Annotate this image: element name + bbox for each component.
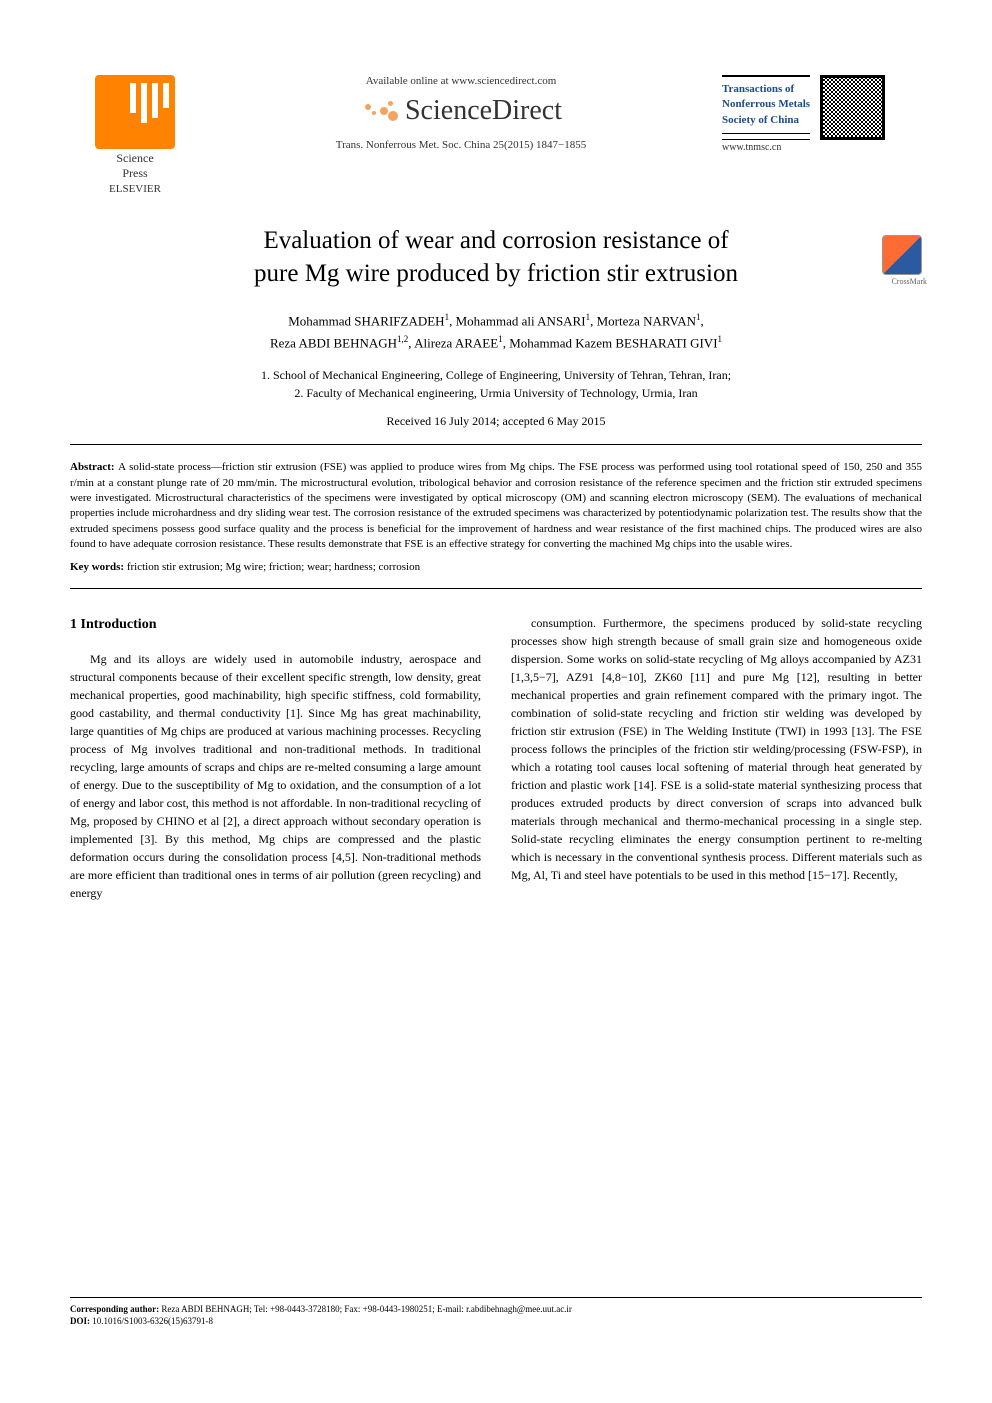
author-sep2: , Morteza NARVAN <box>590 313 696 328</box>
affiliation1: 1. School of Mechanical Engineering, Col… <box>70 366 922 384</box>
doi-text: 10.1016/S1003-6326(15)63791-8 <box>92 1316 213 1326</box>
elsevier-logo: Science Press ELSEVIER <box>70 75 200 195</box>
abstract-label: Abstract: <box>70 461 118 473</box>
available-online-text: Available online at www.sciencedirect.co… <box>220 75 702 87</box>
crossmark-label: CrossMark <box>891 277 927 286</box>
header-row: Science Press ELSEVIER Available online … <box>70 75 922 195</box>
author1: Mohammad SHARIFZADEH <box>288 313 444 328</box>
divider-top <box>70 444 922 445</box>
journal-info-block: Transactions of Nonferrous Metals Societ… <box>722 75 810 153</box>
col2-text: consumption. Furthermore, the specimens … <box>511 614 922 884</box>
crossmark-icon[interactable] <box>882 235 922 275</box>
footer: Corresponding author: Reza ABDI BEHNAGH;… <box>70 1297 922 1328</box>
keywords-section: Key words: friction stir extrusion; Mg w… <box>70 561 922 573</box>
title-line1: Evaluation of wear and corrosion resista… <box>254 225 738 258</box>
column-left: 1 Introduction Mg and its alloys are wid… <box>70 614 481 902</box>
sd-dots-icon <box>360 99 400 124</box>
keywords-text: friction stir extrusion; Mg wire; fricti… <box>127 561 420 573</box>
author-sep3: , <box>701 313 704 328</box>
corresponding-label: Corresponding author: <box>70 1304 161 1314</box>
journal-url: www.tnmsc.cn <box>722 139 810 153</box>
received-date: Received 16 July 2014; accepted 6 May 20… <box>70 414 922 429</box>
sciencedirect-text: ScienceDirect <box>405 95 562 127</box>
journal-line2: Nonferrous Metals <box>722 97 810 112</box>
press-label: Press <box>122 166 147 181</box>
divider-bottom <box>70 588 922 589</box>
author6-sup: 1 <box>718 334 723 344</box>
qr-code-icon <box>820 75 885 140</box>
author-sep5: , Mohammad Kazem BESHARATI GIVI <box>503 335 718 350</box>
abstract-section: Abstract: A solid-state process—friction… <box>70 460 922 552</box>
journal-line1: Transactions of <box>722 82 810 97</box>
center-header: Available online at www.sciencedirect.co… <box>200 75 722 151</box>
title-line2: pure Mg wire produced by friction stir e… <box>254 258 738 291</box>
science-label: Science <box>116 151 153 166</box>
paper-title: Evaluation of wear and corrosion resista… <box>254 225 738 290</box>
citation-text: Trans. Nonferrous Met. Soc. China 25(201… <box>220 139 702 151</box>
title-section: Evaluation of wear and corrosion resista… <box>70 225 922 290</box>
journal-line3: Society of China <box>722 113 810 128</box>
col1-text: Mg and its alloys are widely used in aut… <box>70 650 481 902</box>
journal-name: Transactions of Nonferrous Metals Societ… <box>722 75 810 134</box>
corresponding-text: Reza ABDI BEHNAGH; Tel: +98-0443-3728180… <box>161 1304 572 1314</box>
keywords-label: Key words: <box>70 561 127 573</box>
sciencedirect-logo: ScienceDirect <box>220 95 702 127</box>
author-sep4: , Alireza ARAEE <box>408 335 498 350</box>
affiliations: 1. School of Mechanical Engineering, Col… <box>70 366 922 402</box>
elsevier-text: ELSEVIER <box>109 183 161 195</box>
doi-label: DOI: <box>70 1316 92 1326</box>
body-section: 1 Introduction Mg and its alloys are wid… <box>70 614 922 902</box>
authors-list: Mohammad SHARIFZADEH 1 , Mohammad ali ANSA… <box>70 310 922 354</box>
author-sep1: , Mohammad ali ANSARI <box>449 313 586 328</box>
column-right: consumption. Furthermore, the specimens … <box>511 614 922 902</box>
right-header: Transactions of Nonferrous Metals Societ… <box>722 75 922 153</box>
intro-heading: 1 Introduction <box>70 614 481 635</box>
author4-sup: 1,2 <box>397 334 408 344</box>
elsevier-tree-icon <box>95 75 175 149</box>
author4: Reza ABDI BEHNAGH <box>270 335 397 350</box>
affiliation2: 2. Faculty of Mechanical engineering, Ur… <box>70 384 922 402</box>
abstract-text: A solid-state process—friction stir extr… <box>70 461 922 550</box>
